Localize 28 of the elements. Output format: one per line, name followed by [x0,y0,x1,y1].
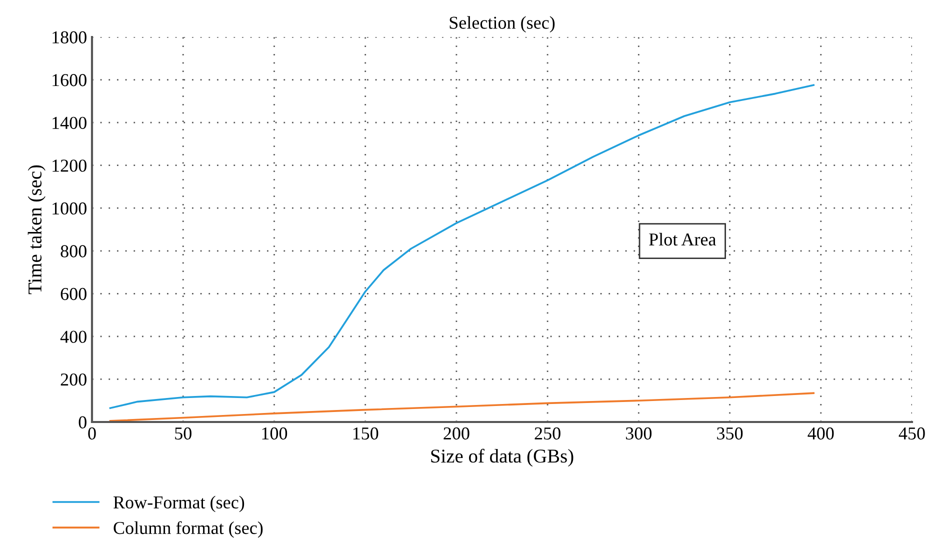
y-tick-label: 1800 [52,31,86,44]
line-series [109,392,815,422]
y-tick-label: 1600 [52,74,86,86]
x-tick-label: 300 [626,427,652,440]
y-tick-label: 400 [60,330,86,343]
y-tick-label: 800 [60,245,86,258]
y-tick-label: 1400 [52,116,86,129]
x-tick-label: 200 [444,427,470,440]
x-tick-label: 250 [534,427,560,440]
line-series [109,84,815,409]
y-tick-label: 1200 [52,160,86,172]
x-tick-label: 400 [808,427,834,440]
x-tick-label: 350 [717,427,743,440]
x-tick-label: 0 [88,427,96,440]
annotation: Plot Area [649,232,716,246]
x-tick-label: 100 [262,427,288,440]
x-tick-label: 150 [353,427,378,440]
legend-label: Column format (sec) [114,521,263,538]
x-tick-label: 50 [175,427,192,440]
legend-label: Row-Format (sec) [114,496,244,512]
x-axis-title: Size of data (GBs) [431,448,574,467]
y-tick-label: 200 [60,373,86,386]
y-tick-label: 1000 [52,202,86,215]
y-tick-label: 600 [60,288,86,300]
y-tick-label: 0 [78,416,86,428]
y-axis-title: Time taken (sec) [28,165,46,294]
x-tick-label: 450 [898,427,925,440]
chart-title: Selection (sec) [450,16,555,33]
